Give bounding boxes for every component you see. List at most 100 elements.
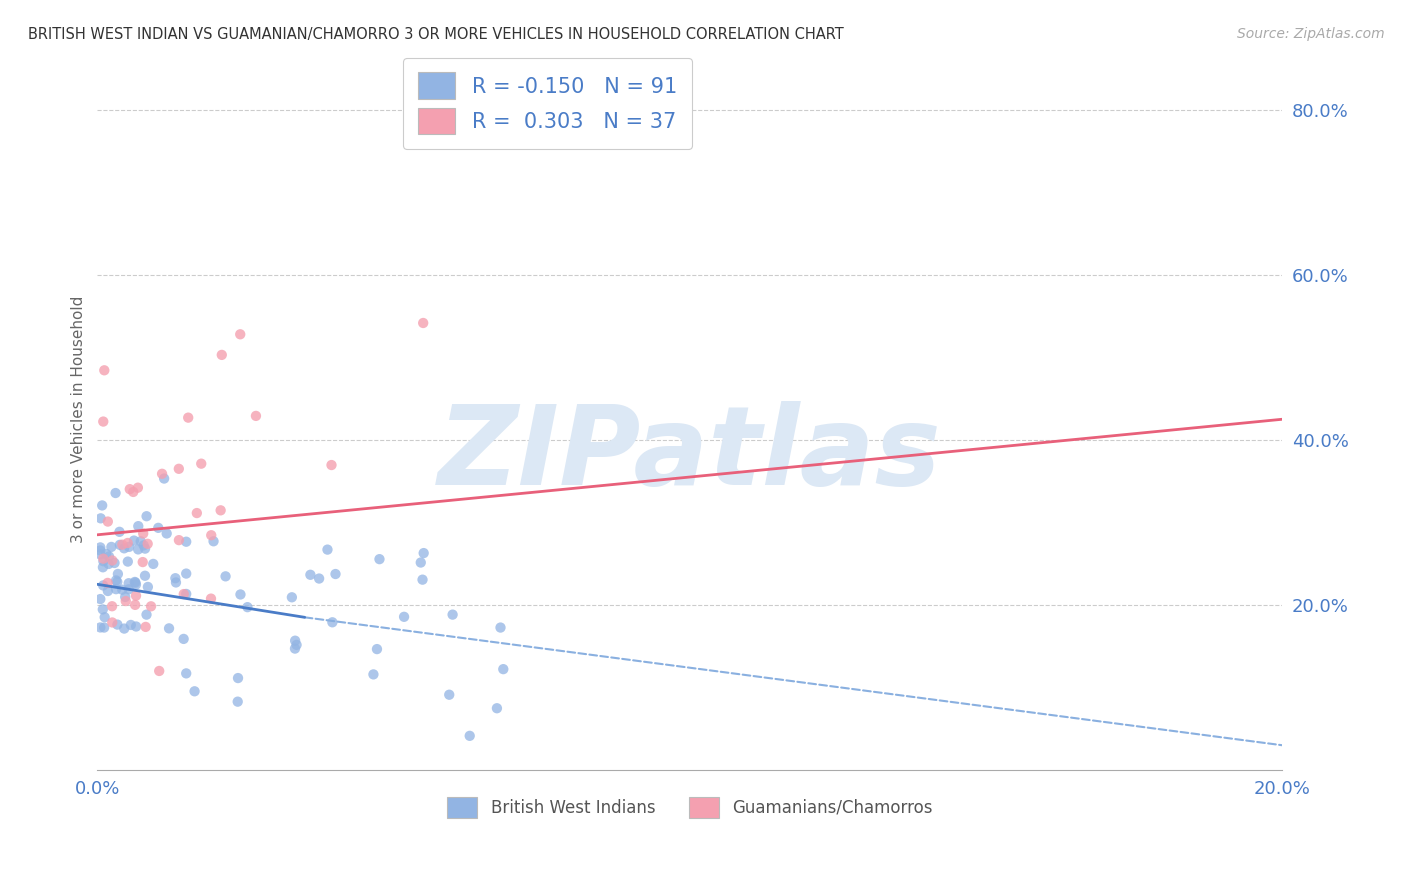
Point xyxy=(150,467,173,481)
Point xyxy=(209,503,232,517)
Point xyxy=(129,534,152,549)
Point xyxy=(100,540,122,554)
Point xyxy=(91,499,114,513)
Point xyxy=(308,572,330,586)
Point xyxy=(97,575,120,590)
Point xyxy=(412,316,434,330)
Point xyxy=(200,591,222,606)
Point xyxy=(245,409,267,423)
Point xyxy=(97,515,120,529)
Point xyxy=(142,557,165,571)
Point xyxy=(118,540,141,554)
Point xyxy=(114,594,136,608)
Point xyxy=(174,566,197,581)
Point xyxy=(97,557,120,571)
Point xyxy=(409,556,432,570)
Point xyxy=(489,621,512,635)
Point xyxy=(89,541,111,555)
Point xyxy=(321,458,343,472)
Point xyxy=(89,548,111,562)
Point xyxy=(165,571,187,585)
Point xyxy=(105,574,128,588)
Point xyxy=(89,543,111,558)
Point xyxy=(229,327,252,342)
Point xyxy=(117,555,139,569)
Point xyxy=(125,577,148,591)
Point xyxy=(124,574,146,589)
Point xyxy=(112,541,135,556)
Point xyxy=(202,534,225,549)
Point xyxy=(412,573,434,587)
Point xyxy=(156,526,179,541)
Point xyxy=(124,575,146,590)
Point xyxy=(285,638,308,652)
Point xyxy=(412,546,434,560)
Point xyxy=(96,547,118,561)
Point xyxy=(125,619,148,633)
Point xyxy=(366,642,388,657)
Point xyxy=(89,620,111,634)
Point xyxy=(132,526,155,541)
Point xyxy=(316,542,339,557)
Point xyxy=(441,607,464,622)
Point xyxy=(135,620,157,634)
Point xyxy=(127,542,149,557)
Point xyxy=(167,462,190,476)
Point xyxy=(458,729,481,743)
Point xyxy=(93,610,115,624)
Point xyxy=(91,551,114,566)
Point xyxy=(107,566,129,581)
Point xyxy=(120,618,142,632)
Point xyxy=(183,684,205,698)
Point xyxy=(148,664,170,678)
Point xyxy=(200,528,222,542)
Point xyxy=(91,560,114,574)
Point xyxy=(101,553,124,567)
Legend: British West Indians, Guamanians/Chamorros: British West Indians, Guamanians/Chamorr… xyxy=(440,790,939,825)
Point xyxy=(165,575,187,590)
Point xyxy=(236,600,259,615)
Point xyxy=(111,582,134,597)
Point xyxy=(124,598,146,612)
Point xyxy=(492,662,515,676)
Point xyxy=(101,615,124,630)
Text: ZIPatlas: ZIPatlas xyxy=(437,401,942,508)
Point xyxy=(122,485,145,500)
Point xyxy=(211,348,233,362)
Point xyxy=(167,533,190,548)
Point xyxy=(117,536,139,550)
Point xyxy=(111,538,134,552)
Point xyxy=(118,576,141,591)
Point xyxy=(485,701,508,715)
Text: Source: ZipAtlas.com: Source: ZipAtlas.com xyxy=(1237,27,1385,41)
Point xyxy=(132,538,155,552)
Point xyxy=(112,622,135,636)
Point xyxy=(98,549,121,564)
Point xyxy=(93,621,115,635)
Point xyxy=(173,587,195,601)
Point xyxy=(363,667,385,681)
Point xyxy=(226,671,249,685)
Point xyxy=(190,457,212,471)
Point xyxy=(91,415,114,429)
Point xyxy=(103,556,125,570)
Point xyxy=(136,537,159,551)
Point xyxy=(226,695,249,709)
Point xyxy=(91,578,114,592)
Point xyxy=(105,617,128,632)
Point xyxy=(105,574,128,589)
Point xyxy=(134,541,156,556)
Point xyxy=(135,509,157,524)
Point xyxy=(105,582,128,597)
Point xyxy=(118,582,141,597)
Point xyxy=(368,552,391,566)
Point xyxy=(104,486,127,500)
Point xyxy=(132,555,155,569)
Point xyxy=(157,621,180,635)
Point xyxy=(214,569,236,583)
Point xyxy=(321,615,343,630)
Point xyxy=(89,592,111,607)
Point xyxy=(284,633,307,648)
Point xyxy=(93,554,115,568)
Point xyxy=(186,506,208,520)
